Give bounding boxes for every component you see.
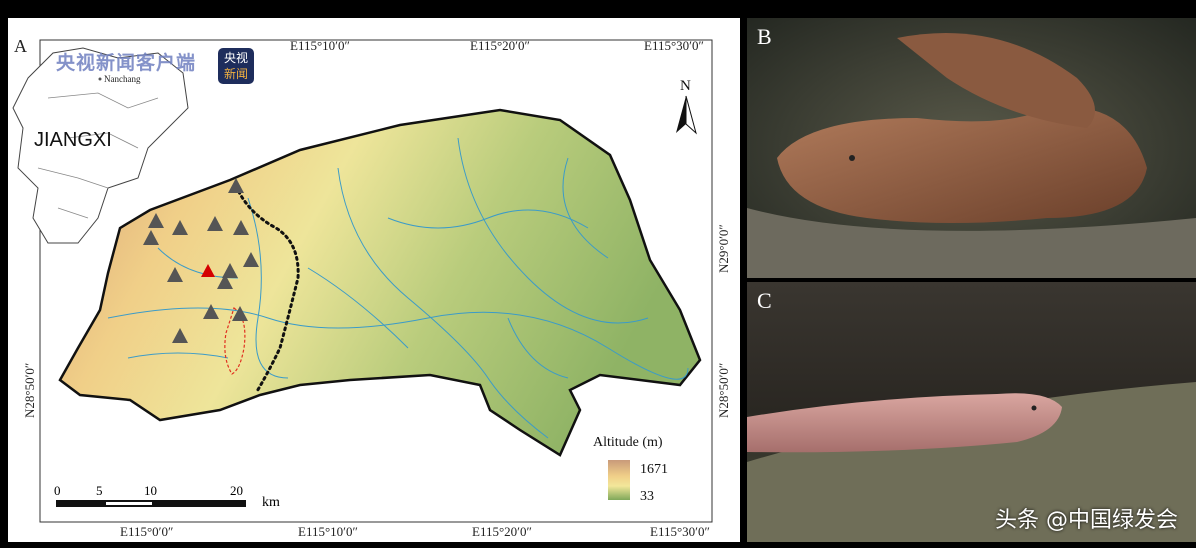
map-frame <box>39 39 713 523</box>
svg-text:0: 0 <box>54 483 61 498</box>
site-marker <box>222 263 238 278</box>
site-marker <box>143 230 159 245</box>
altitude-color-ramp <box>608 460 630 500</box>
photo-b-giant-salamander: B <box>747 18 1196 278</box>
north-arrow-icon: N <box>676 78 697 135</box>
site-marker <box>172 328 188 343</box>
right-tick: N28°50′0″ <box>716 363 731 418</box>
site-marker <box>232 306 248 321</box>
larva-body <box>747 393 1062 453</box>
legend-min: 33 <box>640 489 654 504</box>
bottom-tick: E115°10′0″ <box>298 524 358 539</box>
site-marker <box>217 274 233 289</box>
panel-c-label: C <box>757 288 772 313</box>
range-outline <box>224 307 246 375</box>
site-marker <box>172 220 188 235</box>
site-marker <box>203 304 219 319</box>
right-tick: N29°0′0″ <box>716 224 731 273</box>
site-marker <box>167 267 183 282</box>
panel-b-label: B <box>757 24 772 49</box>
bottom-tick: E115°20′0″ <box>472 524 532 539</box>
top-tick: E115°10′0″ <box>290 38 350 53</box>
legend-title: Altitude (m) <box>593 435 663 450</box>
study-area-basin <box>58 108 702 457</box>
inset-province-label: JIANGXI <box>34 129 112 151</box>
inset-city-label: Nanchang <box>104 74 141 84</box>
salamander-body <box>777 106 1147 223</box>
highlight-site-marker <box>201 264 215 277</box>
watermark-logo: 央视新闻客户端 <box>56 52 197 74</box>
scale-bar: 0 5 10 20 km <box>54 483 280 510</box>
photo-c-larva: C <box>747 282 1196 542</box>
panel-a-label: A <box>14 36 27 56</box>
left-tick: N28°50′0″ <box>22 363 37 418</box>
bottom-tick: E115°30′0″ <box>650 524 710 539</box>
svg-text:km: km <box>262 495 280 510</box>
map-panel-a: JIANGXI Nanchang A <box>8 18 740 542</box>
svg-text:10: 10 <box>144 483 157 498</box>
map: JIANGXI Nanchang A <box>12 36 731 539</box>
bottom-tick: E115°0′0″ <box>120 524 173 539</box>
svg-text:20: 20 <box>230 483 243 498</box>
watermark-credit: 头条 @中国绿发会 <box>995 508 1178 533</box>
site-marker <box>207 216 223 231</box>
dotted-boundary <box>234 184 300 395</box>
legend-max: 1671 <box>640 462 668 477</box>
site-marker <box>148 213 164 228</box>
site-marker <box>228 178 244 193</box>
svg-text:5: 5 <box>96 483 103 498</box>
top-tick: E115°20′0″ <box>470 38 530 53</box>
svg-text:N: N <box>680 78 691 94</box>
survey-sites <box>143 178 259 343</box>
site-marker <box>233 220 249 235</box>
watermark-badge: 央视 新闻 <box>218 48 254 84</box>
top-tick: E115°30′0″ <box>644 38 704 53</box>
site-marker <box>243 252 259 267</box>
